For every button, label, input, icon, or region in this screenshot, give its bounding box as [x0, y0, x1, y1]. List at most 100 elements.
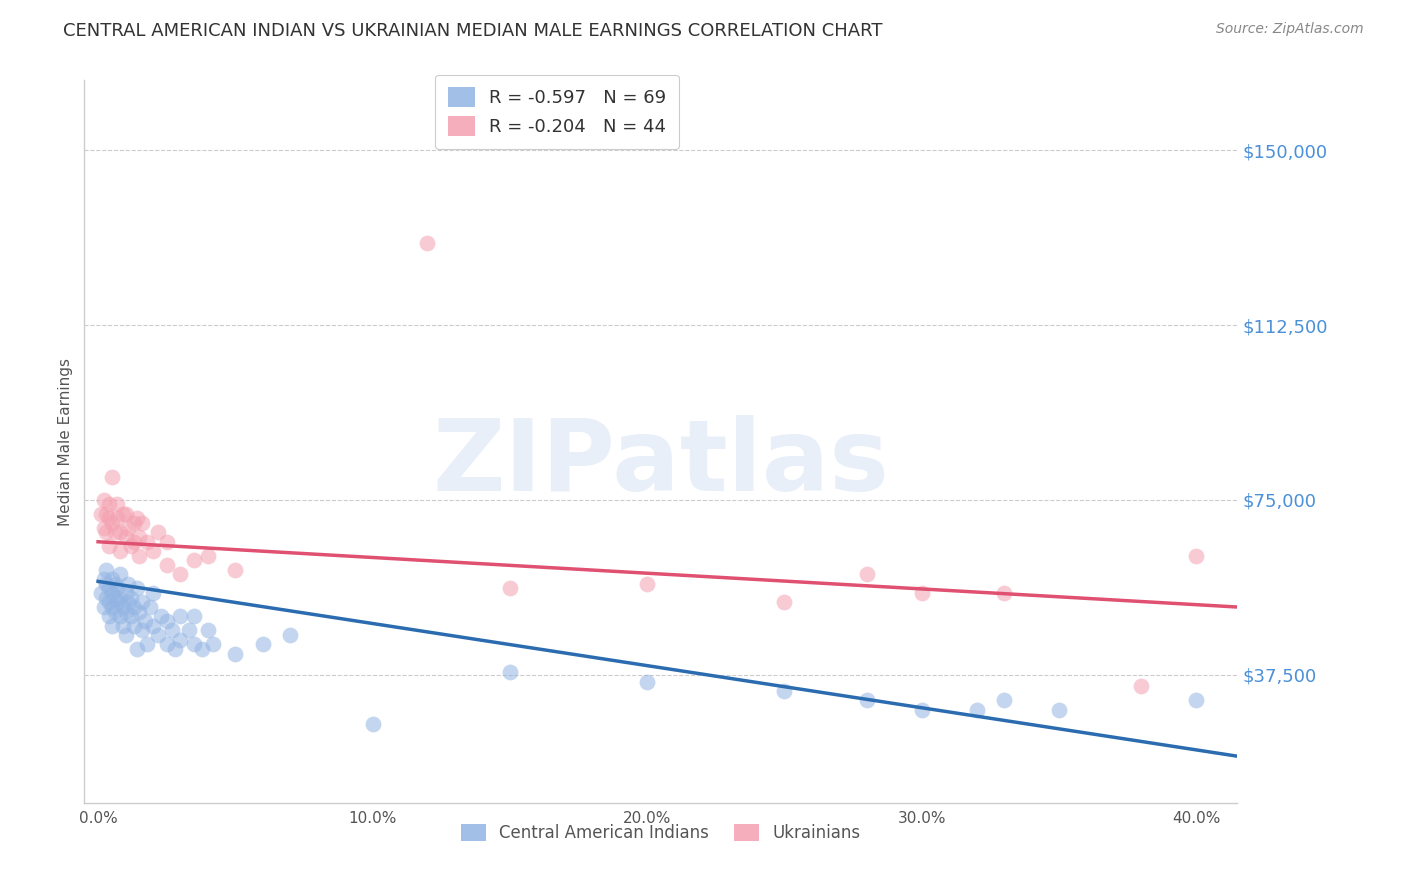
Point	[156, 534, 179, 549]
Point	[183, 637, 205, 651]
Point	[148, 628, 170, 642]
Point	[136, 534, 159, 549]
Point	[131, 624, 153, 638]
Point	[101, 600, 124, 615]
Point	[101, 469, 124, 483]
Point	[117, 595, 139, 609]
Point	[111, 618, 134, 632]
Point	[156, 558, 179, 572]
Point	[855, 693, 877, 707]
Point	[105, 595, 128, 609]
Point	[111, 507, 134, 521]
Point	[114, 628, 136, 642]
Point	[156, 614, 179, 628]
Point	[197, 549, 219, 563]
Point	[105, 498, 128, 512]
Point	[993, 693, 1015, 707]
Point	[183, 553, 205, 567]
Point	[120, 540, 142, 554]
Point	[90, 586, 112, 600]
Point	[169, 609, 191, 624]
Point	[96, 563, 118, 577]
Point	[202, 637, 225, 651]
Point	[114, 605, 136, 619]
Text: Source: ZipAtlas.com: Source: ZipAtlas.com	[1216, 22, 1364, 37]
Point	[98, 582, 121, 596]
Point	[103, 605, 125, 619]
Point	[93, 492, 115, 507]
Text: CENTRAL AMERICAN INDIAN VS UKRAINIAN MEDIAN MALE EARNINGS CORRELATION CHART: CENTRAL AMERICAN INDIAN VS UKRAINIAN MED…	[63, 22, 883, 40]
Point	[96, 576, 118, 591]
Point	[134, 614, 156, 628]
Point	[120, 591, 142, 605]
Point	[114, 530, 136, 544]
Point	[224, 647, 246, 661]
Point	[131, 516, 153, 530]
Point	[108, 544, 131, 558]
Point	[160, 624, 183, 638]
Point	[103, 576, 125, 591]
Point	[108, 591, 131, 605]
Point	[96, 591, 118, 605]
Point	[98, 595, 121, 609]
Point	[499, 582, 522, 596]
Point	[1130, 679, 1153, 693]
Point	[993, 586, 1015, 600]
Point	[163, 642, 186, 657]
Point	[125, 582, 148, 596]
Point	[101, 618, 124, 632]
Point	[278, 628, 301, 642]
Point	[125, 642, 148, 657]
Point	[966, 702, 988, 716]
Point	[122, 618, 145, 632]
Point	[636, 674, 658, 689]
Point	[142, 618, 165, 632]
Point	[93, 521, 115, 535]
Point	[93, 600, 115, 615]
Point	[197, 624, 219, 638]
Point	[224, 563, 246, 577]
Point	[128, 605, 150, 619]
Point	[416, 236, 439, 251]
Text: ZIPatlas: ZIPatlas	[433, 415, 889, 512]
Point	[128, 549, 150, 563]
Legend: Central American Indians, Ukrainians: Central American Indians, Ukrainians	[454, 817, 868, 848]
Point	[855, 567, 877, 582]
Point	[139, 600, 162, 615]
Point	[148, 525, 170, 540]
Point	[108, 567, 131, 582]
Point	[183, 609, 205, 624]
Point	[117, 521, 139, 535]
Point	[361, 716, 384, 731]
Point	[98, 511, 121, 525]
Point	[93, 572, 115, 586]
Point	[122, 516, 145, 530]
Point	[252, 637, 274, 651]
Point	[142, 586, 165, 600]
Point	[105, 582, 128, 596]
Point	[136, 637, 159, 651]
Point	[169, 567, 191, 582]
Point	[1185, 693, 1208, 707]
Point	[142, 544, 165, 558]
Point	[114, 507, 136, 521]
Point	[169, 632, 191, 647]
Point	[910, 702, 932, 716]
Point	[108, 525, 131, 540]
Point	[108, 609, 131, 624]
Point	[101, 572, 124, 586]
Point	[105, 511, 128, 525]
Point	[122, 600, 145, 615]
Point	[96, 507, 118, 521]
Point	[98, 540, 121, 554]
Point	[156, 637, 179, 651]
Point	[103, 525, 125, 540]
Point	[98, 498, 121, 512]
Point	[98, 609, 121, 624]
Point	[773, 595, 796, 609]
Point	[191, 642, 214, 657]
Point	[101, 516, 124, 530]
Point	[114, 586, 136, 600]
Point	[122, 534, 145, 549]
Point	[499, 665, 522, 680]
